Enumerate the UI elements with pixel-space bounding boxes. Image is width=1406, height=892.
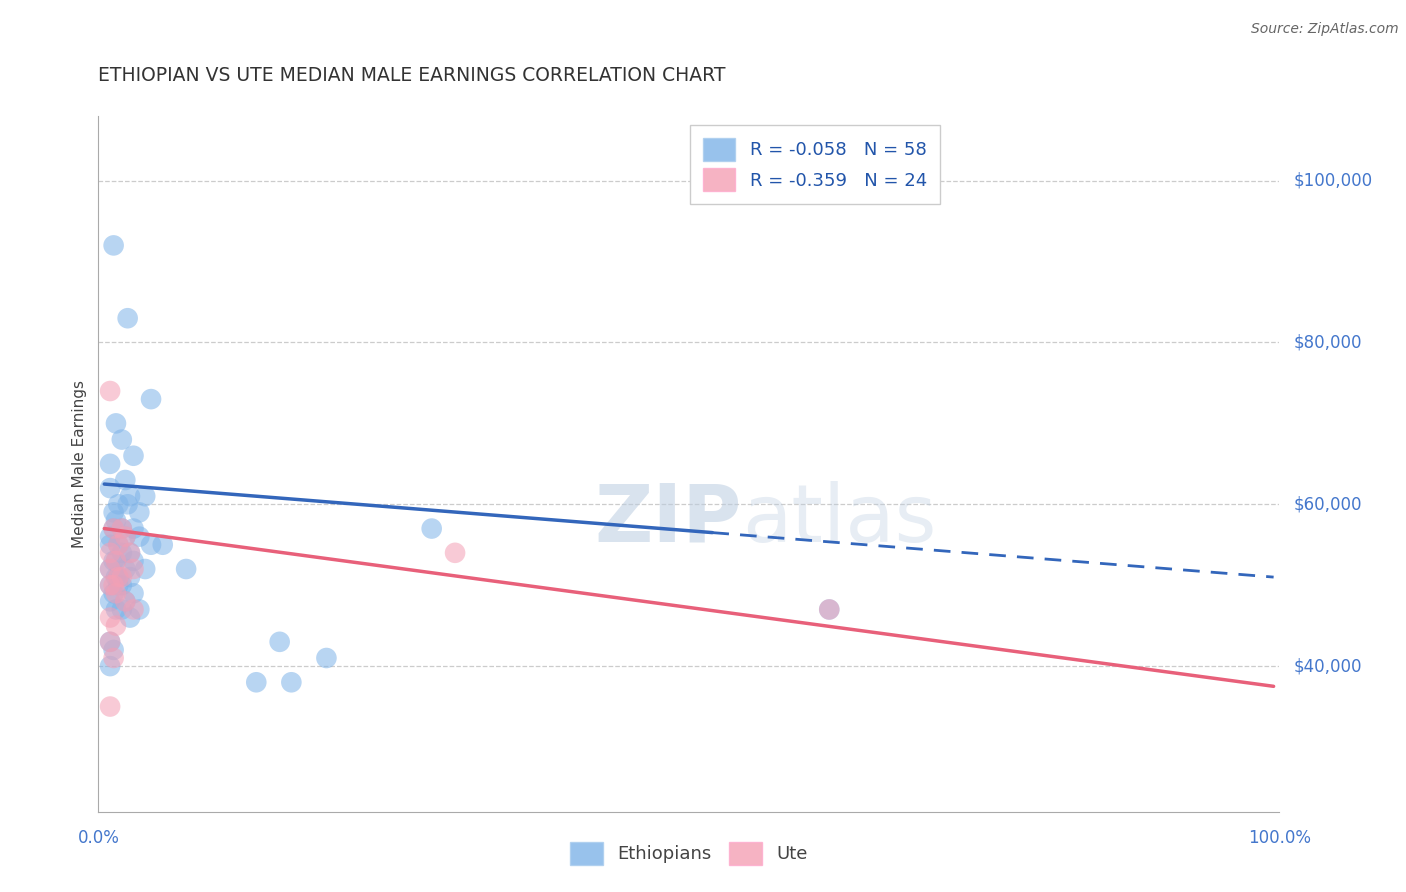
- Point: [103, 505, 125, 519]
- Point: [128, 505, 150, 519]
- Point: [114, 530, 136, 544]
- Point: [134, 489, 156, 503]
- Point: [111, 522, 134, 536]
- Point: [103, 554, 125, 568]
- Point: [107, 570, 129, 584]
- Point: [98, 562, 121, 576]
- Point: [280, 675, 302, 690]
- Point: [114, 594, 136, 608]
- Point: [104, 554, 127, 568]
- Point: [107, 578, 129, 592]
- Point: [107, 538, 129, 552]
- Point: [98, 699, 121, 714]
- Text: $60,000: $60,000: [1294, 495, 1362, 513]
- Point: [104, 618, 127, 632]
- Point: [104, 586, 127, 600]
- Point: [122, 602, 145, 616]
- Text: $40,000: $40,000: [1294, 657, 1362, 675]
- Text: ETHIOPIAN VS UTE MEDIAN MALE EARNINGS CORRELATION CHART: ETHIOPIAN VS UTE MEDIAN MALE EARNINGS CO…: [98, 66, 725, 85]
- Point: [98, 659, 121, 673]
- Point: [104, 417, 127, 431]
- Point: [128, 602, 150, 616]
- Point: [98, 635, 121, 649]
- Point: [174, 562, 197, 576]
- Point: [98, 546, 121, 560]
- Point: [107, 570, 129, 584]
- Point: [107, 538, 129, 552]
- Point: [103, 522, 125, 536]
- Text: Source: ZipAtlas.com: Source: ZipAtlas.com: [1251, 22, 1399, 37]
- Point: [122, 449, 145, 463]
- Point: [134, 562, 156, 576]
- Point: [114, 530, 136, 544]
- Y-axis label: Median Male Earnings: Median Male Earnings: [72, 380, 87, 548]
- Point: [103, 586, 125, 600]
- Point: [122, 586, 145, 600]
- Point: [98, 457, 121, 471]
- Point: [117, 311, 139, 326]
- Point: [98, 481, 121, 495]
- Text: 0.0%: 0.0%: [77, 829, 120, 847]
- Point: [245, 675, 267, 690]
- Point: [98, 384, 121, 398]
- Point: [111, 546, 134, 560]
- Point: [98, 610, 121, 624]
- Point: [117, 497, 139, 511]
- Point: [104, 570, 127, 584]
- Point: [98, 578, 121, 592]
- Point: [139, 392, 162, 406]
- Point: [98, 578, 121, 592]
- Point: [111, 522, 134, 536]
- Point: [118, 546, 141, 560]
- Point: [122, 522, 145, 536]
- Point: [103, 238, 125, 252]
- Point: [104, 602, 127, 616]
- Point: [818, 602, 841, 616]
- Point: [118, 610, 141, 624]
- Point: [315, 651, 337, 665]
- Point: [118, 570, 141, 584]
- Point: [98, 594, 121, 608]
- Legend: Ethiopians, Ute: Ethiopians, Ute: [561, 833, 817, 874]
- Point: [114, 473, 136, 487]
- Point: [111, 578, 134, 592]
- Point: [111, 602, 134, 616]
- Text: ZIP: ZIP: [595, 481, 742, 558]
- Point: [103, 651, 125, 665]
- Point: [98, 562, 121, 576]
- Point: [122, 554, 145, 568]
- Point: [107, 497, 129, 511]
- Point: [420, 522, 443, 536]
- Point: [104, 513, 127, 527]
- Point: [98, 530, 121, 544]
- Point: [128, 530, 150, 544]
- Point: [152, 538, 174, 552]
- Point: [269, 635, 291, 649]
- Point: [444, 546, 467, 560]
- Point: [103, 522, 125, 536]
- Text: atlas: atlas: [742, 481, 936, 558]
- Point: [103, 643, 125, 657]
- Point: [111, 570, 134, 584]
- Text: 100.0%: 100.0%: [1249, 829, 1310, 847]
- Point: [818, 602, 841, 616]
- Point: [114, 562, 136, 576]
- Text: $80,000: $80,000: [1294, 334, 1362, 351]
- Point: [118, 546, 141, 560]
- Point: [111, 433, 134, 447]
- Text: $100,000: $100,000: [1294, 171, 1372, 190]
- Point: [122, 562, 145, 576]
- Point: [114, 594, 136, 608]
- Point: [104, 554, 127, 568]
- Point: [98, 538, 121, 552]
- Point: [139, 538, 162, 552]
- Point: [98, 635, 121, 649]
- Legend: R = -0.058   N = 58, R = -0.359   N = 24: R = -0.058 N = 58, R = -0.359 N = 24: [690, 125, 939, 204]
- Point: [103, 578, 125, 592]
- Point: [118, 489, 141, 503]
